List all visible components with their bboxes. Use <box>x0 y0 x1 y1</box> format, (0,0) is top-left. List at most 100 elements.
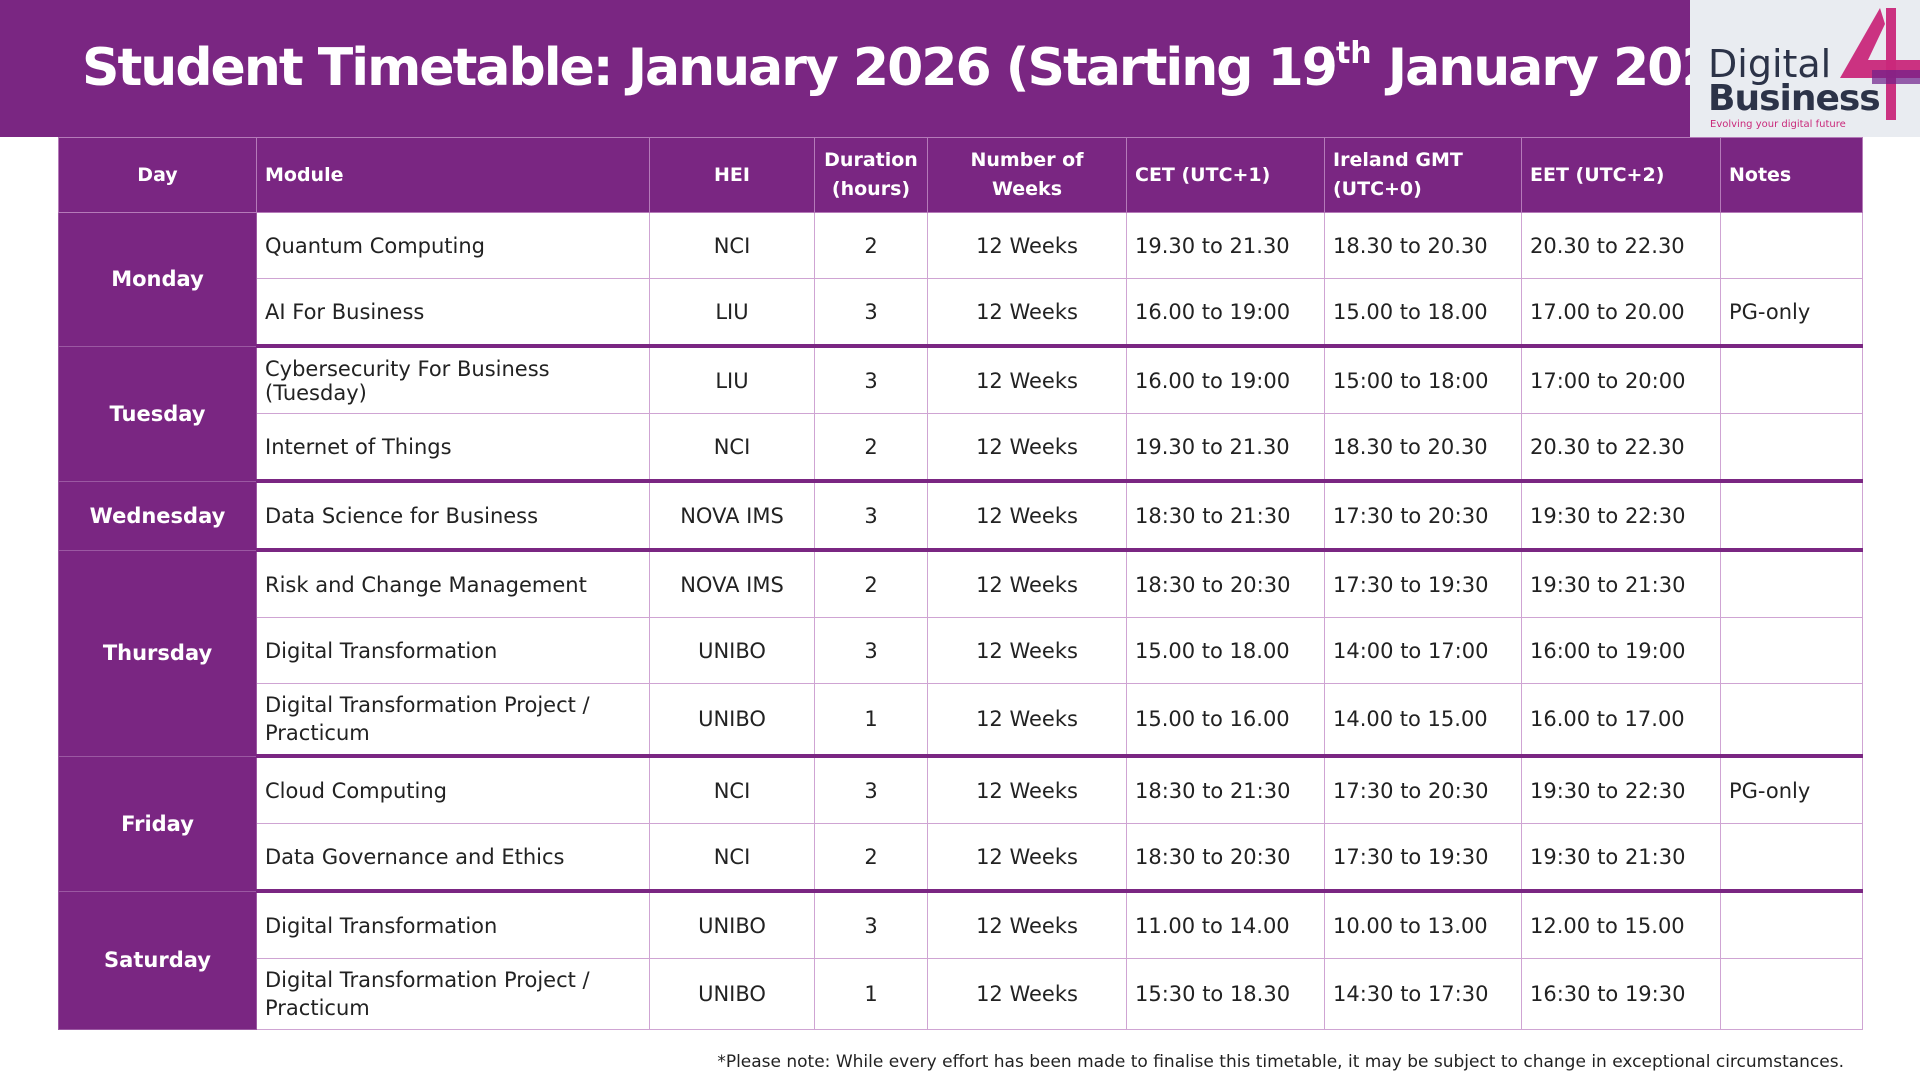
col-header-module: Module <box>256 137 650 213</box>
duration-cell: 1 <box>814 958 928 1030</box>
notes-cell: PG-only <box>1720 278 1863 348</box>
eet-cell: 19:30 to 22:30 <box>1521 480 1721 552</box>
hei-cell: NOVA IMS <box>649 480 815 552</box>
duration-cell: 3 <box>814 278 928 348</box>
table-row: Digital Transformation UNIBO 3 12 Weeks … <box>59 617 1863 684</box>
notes-cell <box>1720 683 1863 758</box>
footnote: *Please note: While every effort has bee… <box>717 1052 1844 1072</box>
module-cell: Risk and Change Management <box>256 549 650 618</box>
cet-cell: 18:30 to 20:30 <box>1126 549 1325 618</box>
table-row: Data Governance and Ethics NCI 2 12 Week… <box>59 823 1863 893</box>
weeks-cell: 12 Weeks <box>927 890 1127 959</box>
hei-cell: UNIBO <box>649 958 815 1030</box>
module-cell: Internet of Things <box>256 413 650 483</box>
weeks-cell: 12 Weeks <box>927 549 1127 618</box>
duration-cell: 2 <box>814 823 928 893</box>
hei-cell: UNIBO <box>649 683 815 758</box>
module-cell: Cloud Computing <box>256 755 650 824</box>
duration-cell: 3 <box>814 480 928 552</box>
notes-cell <box>1720 823 1863 893</box>
weeks-cell: 12 Weeks <box>927 683 1127 758</box>
day-cell-thursday: Thursday <box>58 549 257 757</box>
logo-numeral-4-icon <box>1840 8 1920 120</box>
eet-cell: 20.30 to 22.30 <box>1521 212 1721 279</box>
gmt-cell: 14.00 to 15.00 <box>1324 683 1522 758</box>
gmt-cell: 18.30 to 20.30 <box>1324 212 1522 279</box>
notes-cell <box>1720 958 1863 1030</box>
hei-cell: NCI <box>649 823 815 893</box>
cet-cell: 16.00 to 19:00 <box>1126 278 1325 348</box>
gmt-cell: 17:30 to 19:30 <box>1324 823 1522 893</box>
module-cell: Digital Transformation Project / Practic… <box>256 683 650 758</box>
hei-cell: NOVA IMS <box>649 549 815 618</box>
duration-cell: 2 <box>814 212 928 279</box>
notes-cell <box>1720 549 1863 618</box>
eet-cell: 16.00 to 17.00 <box>1521 683 1721 758</box>
duration-cell: 3 <box>814 345 928 414</box>
module-cell: Digital Transformation <box>256 890 650 959</box>
eet-cell: 16:00 to 19:00 <box>1521 617 1721 684</box>
notes-cell <box>1720 890 1863 959</box>
cet-cell: 18:30 to 20:30 <box>1126 823 1325 893</box>
duration-cell: 3 <box>814 890 928 959</box>
cet-cell: 16.00 to 19:00 <box>1126 345 1325 414</box>
day-cell-tuesday: Tuesday <box>58 345 257 482</box>
weeks-cell: 12 Weeks <box>927 823 1127 893</box>
notes-cell <box>1720 345 1863 414</box>
eet-cell: 17:00 to 20:00 <box>1521 345 1721 414</box>
hei-cell: UNIBO <box>649 617 815 684</box>
col-header-hei: HEI <box>649 137 815 213</box>
cet-cell: 18:30 to 21:30 <box>1126 480 1325 552</box>
col-header-eet: EET (UTC+2) <box>1521 137 1721 213</box>
eet-cell: 19:30 to 21:30 <box>1521 549 1721 618</box>
cet-cell: 19.30 to 21.30 <box>1126 413 1325 483</box>
hei-cell: NCI <box>649 212 815 279</box>
col-header-ireland-gmt: Ireland GMT (UTC+0) <box>1324 137 1522 213</box>
col-header-cet: CET (UTC+1) <box>1126 137 1325 213</box>
gmt-cell: 17:30 to 20:30 <box>1324 480 1522 552</box>
weeks-cell: 12 Weeks <box>927 413 1127 483</box>
gmt-cell: 14:30 to 17:30 <box>1324 958 1522 1030</box>
eet-cell: 16:30 to 19:30 <box>1521 958 1721 1030</box>
weeks-cell: 12 Weeks <box>927 755 1127 824</box>
eet-cell: 20.30 to 22.30 <box>1521 413 1721 483</box>
logo-text-business: Business <box>1708 78 1881 119</box>
module-cell: Digital Transformation <box>256 617 650 684</box>
notes-cell <box>1720 617 1863 684</box>
cet-cell: 15.00 to 18.00 <box>1126 617 1325 684</box>
weeks-cell: 12 Weeks <box>927 278 1127 348</box>
title-banner: Student Timetable: January 2026 (Startin… <box>0 0 1773 137</box>
table-row: Digital Transformation Project / Practic… <box>59 958 1863 1030</box>
day-cell-friday: Friday <box>58 755 257 892</box>
eet-cell: 19:30 to 21:30 <box>1521 823 1721 893</box>
duration-cell: 2 <box>814 549 928 618</box>
table-row: Monday Quantum Computing NCI 2 12 Weeks … <box>58 212 1863 347</box>
module-cell: Data Governance and Ethics <box>256 823 650 893</box>
hei-cell: LIU <box>649 278 815 348</box>
duration-cell: 3 <box>814 617 928 684</box>
logo-text-digital: Digital <box>1708 42 1832 86</box>
cet-cell: 15:30 to 18.30 <box>1126 958 1325 1030</box>
module-cell: Quantum Computing <box>256 212 650 279</box>
day-cell-wednesday: Wednesday <box>58 480 257 551</box>
header-row: Day Module HEI Duration (hours) Number o… <box>58 137 1863 213</box>
col-header-weeks: Number of Weeks <box>927 137 1127 213</box>
gmt-cell: 17:30 to 20:30 <box>1324 755 1522 824</box>
module-cell: AI For Business <box>256 278 650 348</box>
day-cell-monday: Monday <box>58 212 257 347</box>
col-header-day: Day <box>58 137 257 213</box>
table-row: Wednesday Data Science for Business NOVA… <box>58 480 1863 552</box>
eet-cell: 12.00 to 15.00 <box>1521 890 1721 959</box>
weeks-cell: 12 Weeks <box>927 345 1127 414</box>
gmt-cell: 10.00 to 13.00 <box>1324 890 1522 959</box>
gmt-cell: 18.30 to 20.30 <box>1324 413 1522 483</box>
table-row: Tuesday Cybersecurity For Business (Tues… <box>58 345 1863 482</box>
digital4business-logo: Digital Business Evolving your digital f… <box>1690 0 1920 137</box>
weeks-cell: 12 Weeks <box>927 480 1127 552</box>
notes-cell: PG-only <box>1720 755 1863 824</box>
notes-cell <box>1720 413 1863 483</box>
cet-cell: 15.00 to 16.00 <box>1126 683 1325 758</box>
cet-cell: 18:30 to 21:30 <box>1126 755 1325 824</box>
eet-cell: 17.00 to 20.00 <box>1521 278 1721 348</box>
table-row: Internet of Things NCI 2 12 Weeks 19.30 … <box>59 413 1863 483</box>
